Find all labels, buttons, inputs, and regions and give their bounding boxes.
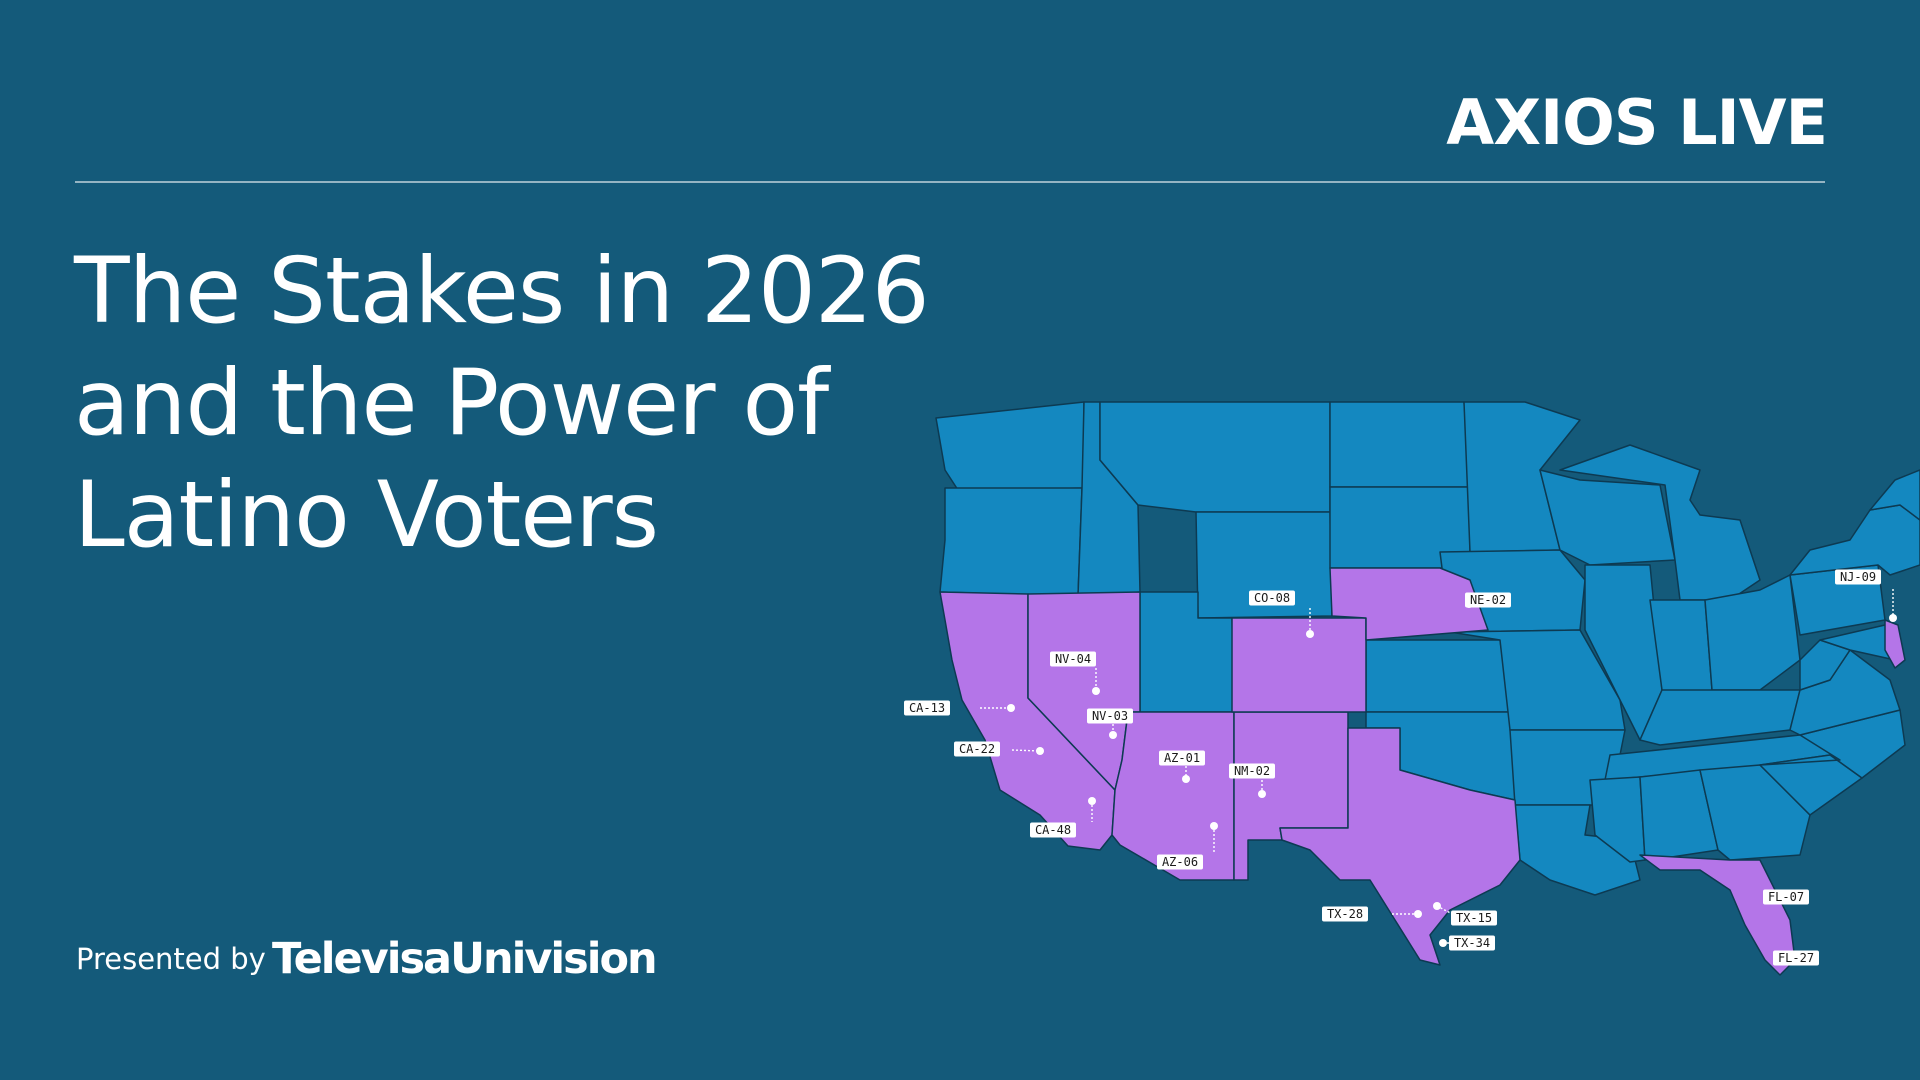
state-new-jersey [1884, 619, 1906, 669]
district-label: CA-22 [959, 742, 995, 756]
district-dot [1182, 775, 1190, 783]
district-label: NM-02 [1234, 764, 1270, 778]
district-marker-nv-04: NV-04 [1050, 651, 1100, 695]
district-label: FL-07 [1768, 890, 1804, 904]
district-dot [1109, 731, 1117, 739]
district-label-box [1835, 569, 1881, 585]
title-line-3: Latino Voters [74, 463, 659, 568]
district-label-box [1087, 708, 1133, 724]
state-west-virginia [1799, 639, 1851, 691]
district-marker-ca-22: CA-22 [954, 741, 1044, 757]
district-marker-tx-28: TX-28 [1322, 906, 1422, 922]
district-label-box [1465, 592, 1511, 608]
district-label-box [1249, 590, 1295, 606]
district-label: NV-04 [1055, 652, 1091, 666]
district-dot [1433, 902, 1441, 910]
district-marker-fl-07: FL-07 [1763, 889, 1809, 905]
district-label: TX-34 [1454, 936, 1490, 950]
district-label-box [1159, 750, 1205, 766]
title-line-2: and the Power of [74, 351, 829, 456]
district-dot [1036, 747, 1044, 755]
district-label-box [904, 700, 950, 716]
district-label-box [1449, 935, 1495, 951]
district-marker-nj-09: NJ-09 [1835, 569, 1897, 622]
state-new-york [1789, 504, 1920, 576]
title-line-1: The Stakes in 2026 [74, 239, 930, 344]
district-label: NV-03 [1092, 709, 1128, 723]
state-kentucky [1639, 689, 1801, 746]
district-marker-nm-02: NM-02 [1229, 763, 1275, 798]
district-dot [1889, 614, 1897, 622]
district-label: NJ-09 [1840, 570, 1876, 584]
televisa-univision-logo: TelevisaUnivision [272, 934, 658, 984]
district-dot [1439, 939, 1447, 947]
axios-live-logo: AXIOS LIVE [1446, 86, 1828, 159]
district-label-box [1451, 910, 1497, 926]
district-marker-ne-02: NE-02 [1465, 592, 1511, 608]
district-label: TX-15 [1456, 911, 1492, 925]
district-dot [1210, 822, 1218, 830]
state-new-england [1869, 469, 1920, 521]
district-marker-az-06: AZ-06 [1157, 822, 1218, 870]
state-mississippi [1589, 776, 1646, 863]
district-label: CO-08 [1254, 591, 1290, 605]
district-label-box [1030, 822, 1076, 838]
district-dot [1007, 704, 1015, 712]
district-marker-ca-48: CA-48 [1030, 797, 1096, 838]
district-label: AZ-01 [1164, 751, 1200, 765]
state-nebraska [1329, 567, 1489, 641]
state-montana [1099, 401, 1331, 513]
state-washington [935, 401, 1086, 491]
district-marker-tx-15: TX-15 [1433, 902, 1497, 926]
district-label: NE-02 [1470, 593, 1506, 607]
district-dot [1092, 687, 1100, 695]
district-label-box [1157, 854, 1203, 870]
district-marker-fl-27: FL-27 [1773, 950, 1819, 966]
district-label: CA-48 [1035, 823, 1071, 837]
district-label-box [1050, 651, 1096, 667]
district-dot [1306, 630, 1314, 638]
presented-by-label: Presented by [76, 942, 266, 976]
district-marker-tx-34: TX-34 [1439, 935, 1495, 951]
header-divider [75, 181, 1825, 183]
district-marker-ca-13: CA-13 [904, 700, 1015, 716]
state-michigan [1559, 444, 1761, 601]
state-colorado [1231, 617, 1367, 713]
district-dot [1258, 790, 1266, 798]
district-label-box [954, 741, 1000, 757]
district-label: TX-28 [1327, 907, 1363, 921]
district-label: FL-27 [1778, 951, 1814, 965]
district-marker-nv-03: NV-03 [1087, 708, 1133, 739]
district-label-box [1229, 763, 1275, 779]
state-kansas [1365, 639, 1511, 713]
slide-title: The Stakes in 2026 and the Power of Lati… [74, 236, 994, 572]
state-north-dakota [1329, 401, 1471, 488]
district-marker-co-08: CO-08 [1249, 590, 1314, 638]
district-label-box [1763, 889, 1809, 905]
district-label: AZ-06 [1162, 855, 1198, 869]
state-oregon [939, 487, 1083, 597]
district-dot [1414, 910, 1422, 918]
district-dot [1088, 797, 1096, 805]
district-label: CA-13 [909, 701, 945, 715]
state-texas [1279, 727, 1521, 966]
district-leader-line [1011, 749, 1041, 752]
state-louisiana [1514, 804, 1641, 896]
state-alabama [1639, 769, 1719, 861]
state-north-carolina [1759, 709, 1906, 779]
district-label-box [1773, 950, 1819, 966]
district-label-box [1322, 906, 1368, 922]
state-florida [1639, 854, 1796, 976]
district-marker-az-01: AZ-01 [1159, 750, 1205, 783]
